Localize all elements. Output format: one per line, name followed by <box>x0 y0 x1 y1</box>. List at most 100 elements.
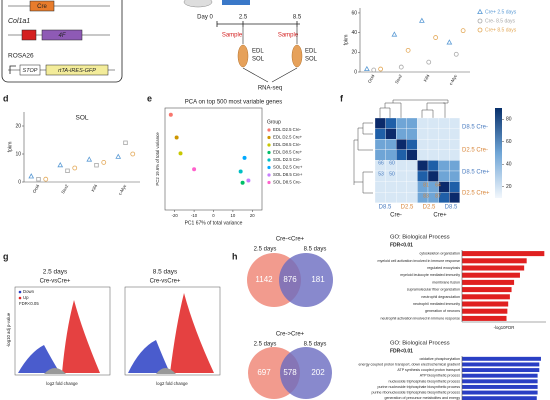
colorbar-tick-label: 40 <box>506 162 512 168</box>
heatmap-cell <box>406 139 418 150</box>
bar <box>462 373 538 378</box>
heatmap-cell <box>396 170 407 182</box>
legend-marker <box>267 173 271 177</box>
data-point <box>453 51 459 57</box>
cell-label: 81 <box>423 182 429 188</box>
venn-count: 202 <box>311 368 325 377</box>
bar <box>462 279 515 285</box>
factor-box <box>41 29 83 41</box>
heatmap-cell <box>438 160 450 172</box>
legend-label: Cre+ 2.5 days <box>485 9 517 15</box>
legend-label: SOL D2.5 Cre- <box>273 157 302 162</box>
bar <box>462 384 538 389</box>
data-point <box>130 151 136 157</box>
heatmap-cell <box>374 117 386 129</box>
data-point <box>418 17 425 23</box>
category-label: myeloid leukocyte mediated immunity <box>400 273 460 277</box>
y-tick-label: 10 <box>15 151 21 157</box>
heatmap-cell <box>417 117 429 129</box>
y-tick-label: 40 <box>351 30 357 36</box>
data-point <box>433 35 439 40</box>
set-label: 2.5 days <box>254 342 277 348</box>
heatmap-cell <box>449 139 460 150</box>
category-label: myeloid cell activation involved in immu… <box>378 259 461 263</box>
venn-count: 697 <box>257 368 271 377</box>
bar <box>462 272 520 278</box>
data-point <box>28 173 35 179</box>
data-point <box>477 27 483 33</box>
heatmap-cell <box>385 181 397 193</box>
assay-label: RNA-seq <box>258 86 282 92</box>
cell-label: 60 <box>389 160 395 166</box>
panel-label: h <box>232 251 238 261</box>
chart-subtitle: FDR<0.01 <box>390 242 413 248</box>
col-label: D8.5 <box>379 205 392 211</box>
bar <box>462 379 538 384</box>
panel-label: g <box>3 251 9 261</box>
heatmap-cell <box>385 149 397 161</box>
chart-subtitle: FDR<0.01 <box>390 348 413 354</box>
plot-title: 2.5 days <box>43 269 68 276</box>
muscle-label: EDL <box>305 49 317 55</box>
data-point <box>115 153 122 159</box>
heatmap-cell <box>449 117 460 129</box>
data-point <box>168 112 173 117</box>
category-label: neutrophil degranulation <box>421 295 460 299</box>
data-point <box>240 180 245 185</box>
up-cloud <box>62 300 100 373</box>
x-tick-label: 0 <box>212 213 215 218</box>
group-label: Cre+ <box>433 213 447 219</box>
y-tick-label: 0 <box>18 179 21 185</box>
plot-title: 8.5 days <box>153 269 178 276</box>
x-axis-label: log2 fold change <box>156 381 188 386</box>
data-point <box>398 64 404 70</box>
cell-label: 66 <box>378 160 384 166</box>
y-axis-label: fpkm <box>7 142 13 153</box>
x-tick-label: c-Myc <box>117 183 127 196</box>
heatmap-cell <box>374 192 386 203</box>
col-label: D2.5 <box>401 205 414 211</box>
legend-label: Up <box>23 295 29 300</box>
axis <box>23 112 140 183</box>
x-axis-label: PC1 67% of total variance <box>185 220 243 226</box>
axis <box>359 8 470 73</box>
heatmap-cell <box>396 117 407 129</box>
data-point <box>477 8 483 14</box>
muscle-label: SOL <box>305 57 318 63</box>
venn-title: Cre->Cre+ <box>276 332 305 338</box>
heatmap-cell <box>396 160 407 172</box>
legend-title: Group <box>267 119 281 125</box>
data-point <box>246 178 251 183</box>
category-label: cytoskeleton organization <box>419 252 460 256</box>
legend-label: SOL D2.5 Cre+ <box>273 165 303 170</box>
category-label: oxidative phosphorylation <box>419 357 460 361</box>
heatmap-panel: D8.5 Cre- D2.5 Cre- D8.5 Cre+ D2.5 Cre+ … <box>353 99 512 219</box>
plot-title: PCA on top 500 most variable genes <box>185 100 282 106</box>
gene-label: Cre <box>37 4 47 10</box>
timeline-panel: Day 0 2.5 8.5 Sample Sample EDL SOL EDL … <box>183 0 318 92</box>
y-tick-label: 60 <box>351 10 357 16</box>
venn-panel: Cre-<Cre+ 2.5 days 8.5 days 1142 876 181… <box>247 237 333 399</box>
time-label: Day 0 <box>197 15 213 21</box>
scatter-plot: PCA on top 500 most variable genes -20 -10… <box>155 100 303 227</box>
heatmap-cell <box>374 139 386 150</box>
row-label: D8.5 Cre+ <box>462 170 490 176</box>
up-cloud <box>170 293 214 373</box>
time-label: 8.5 <box>293 15 302 21</box>
colorbar-tick-label: 80 <box>506 117 512 123</box>
x-tick-label: Oct4 <box>367 73 376 84</box>
comparison-label: Cre-vsCre+ <box>150 279 181 285</box>
legend-marker <box>18 296 22 300</box>
venn-count: 1142 <box>255 275 273 284</box>
heatmap-cell <box>406 181 418 193</box>
stop-box <box>19 64 41 76</box>
category-label: regulated exocytosis <box>427 266 460 270</box>
legend-label: SOL D8.5 Cre- <box>273 180 302 185</box>
down-cloud <box>18 345 60 373</box>
category-label: ATP synthesis coupled proton transport <box>397 368 460 372</box>
y-axis-label: PC2 19.6% of total variance <box>155 132 160 186</box>
cell-label: 64 <box>435 182 441 188</box>
x-tick-label: Klf4 <box>423 73 431 82</box>
volcano-panel: 2.5 days Cre-vsCre+ 8.5 days Cre-vsCre+ … <box>6 269 221 386</box>
